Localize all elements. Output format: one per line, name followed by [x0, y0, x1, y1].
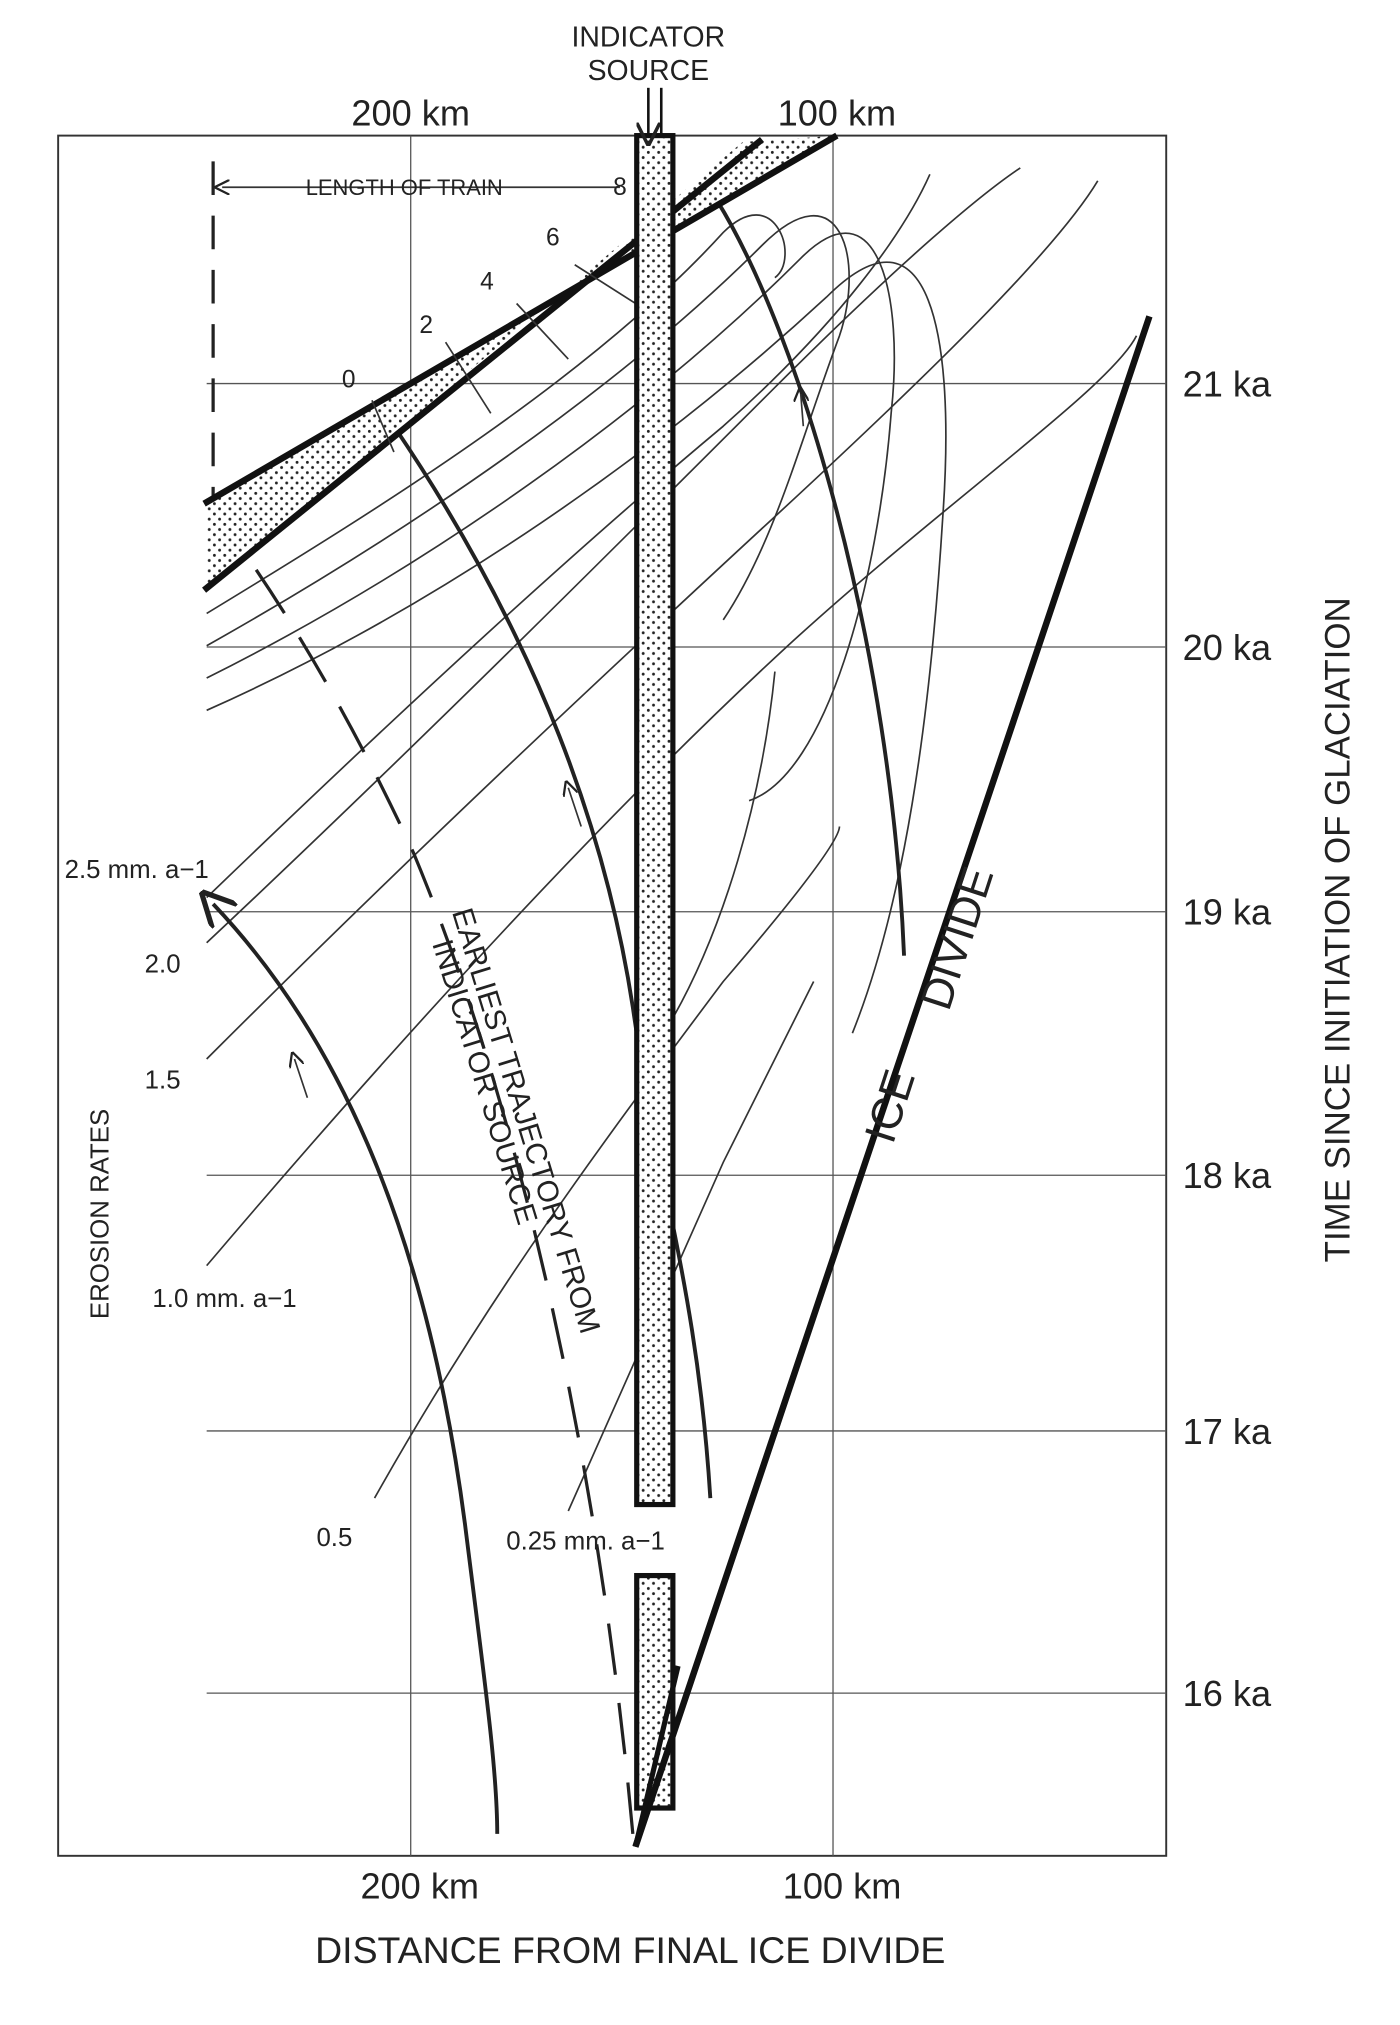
source-label: INDICATOR	[572, 21, 726, 53]
train-mark: 2	[419, 312, 433, 339]
train-mark: 8	[613, 174, 627, 201]
flow-trajectories	[213, 161, 906, 1835]
source-label: SOURCE	[588, 55, 710, 87]
top-axis-label: 200 km	[351, 92, 470, 133]
right-axis-label: 16 ka	[1183, 1673, 1272, 1714]
right-axis-label: 17 ka	[1183, 1411, 1272, 1452]
bottom-axis-label: 200 km	[360, 1865, 479, 1906]
bottom-axis-label: 100 km	[783, 1865, 902, 1906]
right-axis-label: 21 ka	[1183, 363, 1272, 404]
right-axis-label: 19 ka	[1183, 892, 1272, 933]
erosion-rate: 2.0	[145, 950, 181, 978]
top-axis-label: 100 km	[778, 92, 897, 133]
train-label: LENGTH OF TRAIN	[306, 175, 503, 200]
train	[202, 132, 839, 593]
erosion-title: EROSION RATES	[87, 1109, 115, 1319]
erosion-rate: 2.5 mm. a−1	[65, 856, 209, 884]
divide-label: DIVIDE	[912, 861, 1004, 1015]
trajectory-label: EARLIEST TRAJECTORY FROM	[445, 904, 606, 1337]
erosion-rate: 1.0 mm. a−1	[152, 1285, 296, 1313]
erosion-rate: 1.5	[145, 1067, 181, 1095]
erosion-rate: 0.5	[316, 1524, 352, 1552]
train-mark: 6	[546, 224, 560, 251]
right-axis-label: 20 ka	[1183, 627, 1272, 668]
frame	[57, 134, 1168, 1857]
train-mark: 4	[480, 268, 494, 295]
right-axis-label: 18 ka	[1183, 1155, 1272, 1196]
train-mark: 0	[342, 366, 356, 393]
right-axis-title: TIME SINCE INITIATION OF GLACIATION	[1319, 597, 1358, 1262]
divide-label: ICE	[856, 1064, 925, 1149]
ice-divide	[632, 315, 1153, 1848]
erosion-rate: 0.25 mm. a−1	[506, 1528, 665, 1556]
x-axis-title: DISTANCE FROM FINAL ICE DIVIDE	[315, 1929, 945, 1971]
